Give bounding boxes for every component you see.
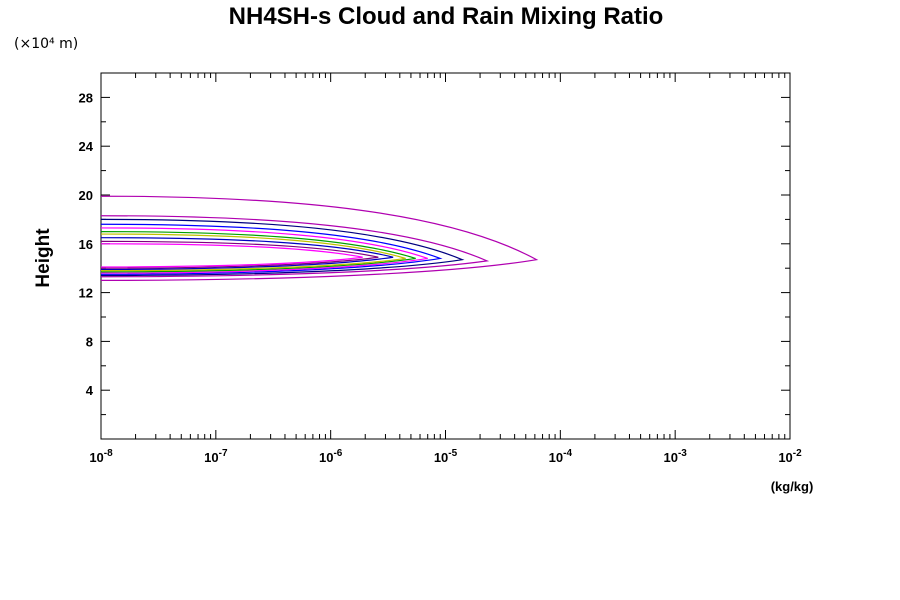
x-axis-label: (kg/kg) bbox=[771, 479, 814, 494]
contour-line-4 bbox=[100, 223, 443, 275]
y-tick-label: 24 bbox=[79, 139, 94, 154]
contour-line-6 bbox=[100, 231, 416, 273]
contour-line-10 bbox=[100, 243, 363, 268]
x-tick-label: 10-5 bbox=[434, 448, 458, 465]
x-tick-label: 10-7 bbox=[204, 448, 228, 465]
y-tick-labels: 4 8 12 16 20 24 28 bbox=[79, 90, 94, 398]
y-tick-label: 16 bbox=[79, 237, 93, 252]
plot-frame bbox=[100, 72, 791, 440]
contour-lines bbox=[100, 195, 539, 281]
contour-line-2 bbox=[100, 215, 490, 278]
axis-ticks bbox=[100, 73, 790, 439]
y-tick-label: 8 bbox=[86, 334, 93, 349]
x-tick-label: 10-3 bbox=[663, 448, 687, 465]
x-tick-labels: 10-8 10-7 10-6 10-5 10-4 10-3 10-2 bbox=[89, 448, 802, 465]
chart-title: NH4SH-s Cloud and Rain Mixing Ratio bbox=[229, 3, 664, 30]
y-unit-label: (×10⁴ m) bbox=[14, 36, 78, 52]
x-tick-label: 10-8 bbox=[89, 448, 113, 465]
y-tick-label: 12 bbox=[79, 286, 93, 301]
contour-line-9 bbox=[100, 240, 379, 269]
y-tick-label: 4 bbox=[86, 383, 94, 398]
y-tick-label: 28 bbox=[79, 90, 93, 105]
contour-line-5 bbox=[100, 227, 428, 274]
y-tick-label: 20 bbox=[79, 188, 93, 203]
contour-line-7 bbox=[100, 233, 406, 272]
contour-line-3 bbox=[100, 218, 465, 277]
contour-line-8 bbox=[100, 237, 394, 271]
contour-line-1 bbox=[100, 195, 539, 281]
x-tick-label: 10-4 bbox=[549, 448, 573, 465]
x-tick-label: 10-6 bbox=[319, 448, 343, 465]
y-axis-label: Height bbox=[33, 228, 54, 288]
x-tick-label: 10-2 bbox=[778, 448, 802, 465]
